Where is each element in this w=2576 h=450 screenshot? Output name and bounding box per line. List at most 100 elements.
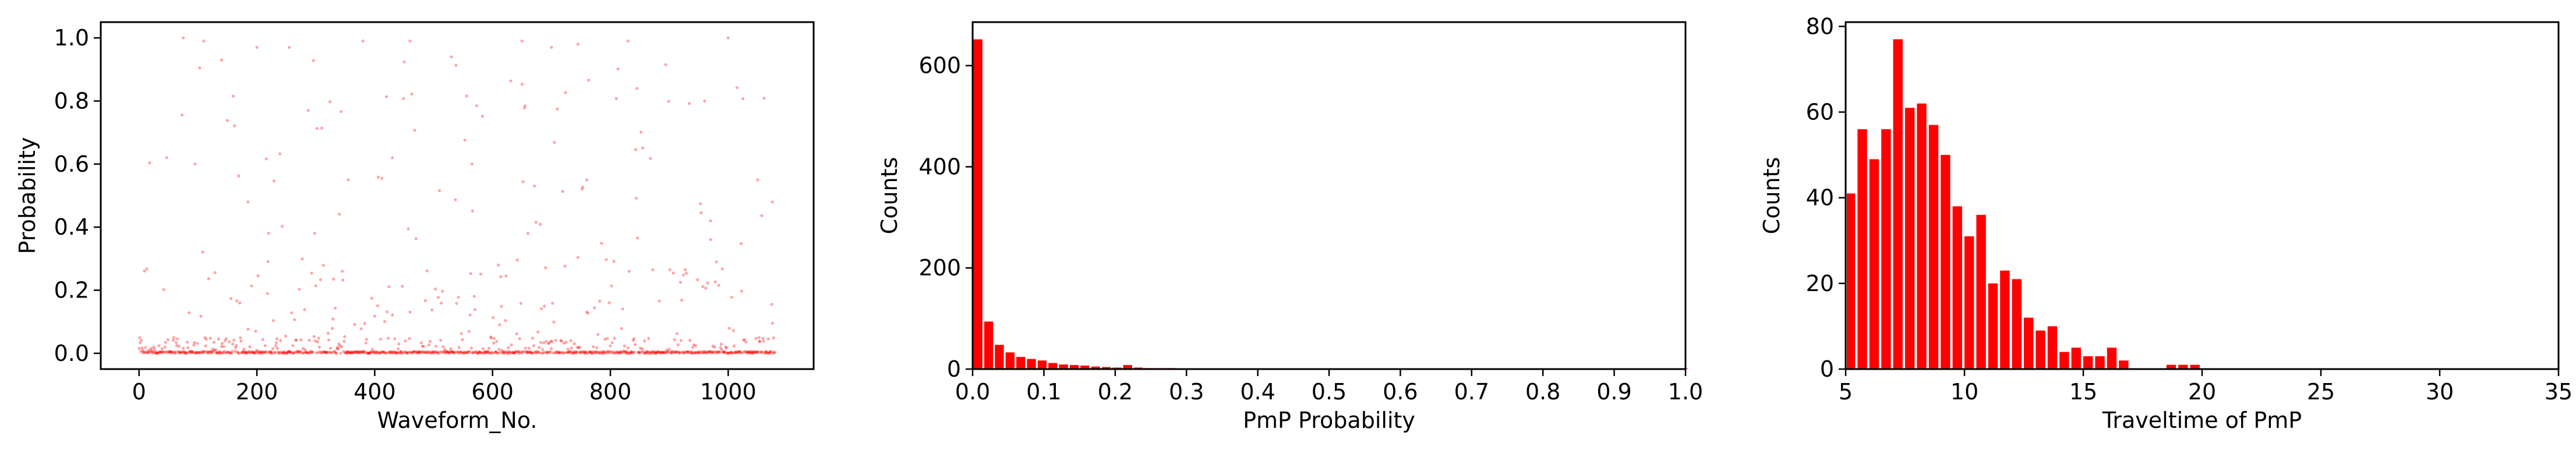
scatter-point	[258, 350, 262, 354]
scatter-point	[385, 95, 388, 98]
scatter-point	[220, 342, 224, 345]
scatter-point	[742, 338, 745, 342]
scatter-point	[712, 350, 715, 354]
scatter-point	[169, 350, 173, 353]
scatter-point	[564, 91, 567, 94]
scatter-point	[550, 340, 554, 343]
scatter-point	[605, 258, 608, 261]
scatter-point	[482, 352, 486, 355]
scatter-point	[734, 350, 738, 354]
scatter-point	[441, 289, 444, 293]
scatter-point	[188, 350, 192, 353]
scatter-point	[389, 351, 393, 355]
scatter-point	[630, 350, 634, 354]
scatter-point	[182, 36, 185, 40]
scatter-point	[319, 278, 322, 281]
scatter-point	[472, 295, 476, 298]
scatter-point	[425, 269, 429, 272]
scatter-point	[433, 287, 437, 291]
scatter-point	[757, 336, 761, 339]
scatter-point	[567, 350, 570, 354]
scatter-point	[522, 106, 526, 110]
scatter-point	[341, 270, 344, 273]
scatter-point	[623, 350, 627, 353]
scatter-point	[270, 350, 273, 353]
scatter-point	[288, 350, 292, 353]
scatter-point	[478, 350, 482, 354]
scatter-point	[627, 352, 630, 355]
scatter-point	[268, 350, 271, 354]
scatter-point	[380, 176, 384, 180]
scatter-point	[159, 350, 162, 354]
scatter-point	[732, 344, 736, 348]
scatter-point	[388, 350, 391, 354]
scatter-point	[281, 351, 285, 355]
y-tick-label: 0	[947, 356, 961, 382]
scatter-point	[401, 351, 405, 355]
scatter-point	[202, 350, 206, 353]
scatter-point	[680, 350, 684, 354]
scatter-point	[604, 351, 607, 355]
scatter-point	[619, 351, 622, 355]
scatter-point	[570, 346, 573, 350]
scatter-point	[613, 350, 617, 355]
scatter-point	[255, 349, 259, 352]
scatter-point	[506, 351, 510, 355]
scatter-point	[532, 184, 536, 188]
scatter-point	[510, 350, 514, 355]
scatter-point	[751, 351, 755, 355]
scatter-point	[414, 237, 418, 240]
scatter-point	[331, 277, 335, 281]
scatter-point	[352, 351, 355, 355]
scatter-point	[361, 350, 365, 353]
scatter-point	[655, 351, 658, 355]
scatter-point	[722, 350, 726, 354]
histogram-bar	[1080, 365, 1090, 369]
scatter-point	[419, 350, 422, 354]
y-tick-label: 80	[1806, 13, 1834, 39]
scatter-point	[514, 349, 518, 353]
scatter-point	[354, 350, 358, 354]
scatter-point	[191, 350, 195, 353]
scatter-point	[424, 350, 427, 354]
scatter-point	[219, 351, 222, 355]
scatter-point	[323, 350, 326, 354]
scatter-point	[202, 39, 206, 43]
scatter-point	[285, 352, 288, 355]
scatter-point	[541, 348, 545, 352]
scatter-point	[397, 347, 400, 350]
scatter-point	[552, 351, 555, 355]
scatter-point	[573, 351, 577, 355]
scatter-point	[603, 338, 607, 341]
scatter-point	[497, 348, 501, 351]
scatter-point	[239, 339, 243, 343]
scatter-point	[553, 141, 556, 144]
scatter-point	[676, 343, 680, 346]
scatter-point	[769, 351, 772, 355]
scatter-point	[249, 351, 252, 355]
scatter-point	[410, 93, 414, 96]
scatter-point	[320, 350, 324, 354]
scatter-point	[253, 350, 256, 355]
scatter-point	[405, 352, 409, 355]
scatter-point	[183, 352, 187, 355]
scatter-point	[635, 236, 639, 240]
scatter-point	[265, 350, 268, 355]
scatter-point	[461, 338, 464, 341]
scatter-point	[229, 297, 233, 300]
scatter-point	[358, 350, 362, 353]
scatter-point	[225, 350, 229, 354]
scatter-point	[292, 351, 296, 355]
scatter-point	[754, 337, 758, 341]
scatter-point	[331, 317, 335, 321]
histogram-bar	[1964, 236, 1974, 369]
scatter-point	[186, 341, 189, 344]
scatter-point	[311, 350, 315, 354]
scatter-point	[658, 350, 662, 354]
scatter-point	[355, 350, 359, 353]
scatter-point	[317, 336, 320, 340]
scatter-point	[319, 351, 323, 355]
scatter-point	[173, 352, 177, 355]
scatter-point	[306, 109, 310, 112]
scatter-point	[674, 350, 677, 354]
